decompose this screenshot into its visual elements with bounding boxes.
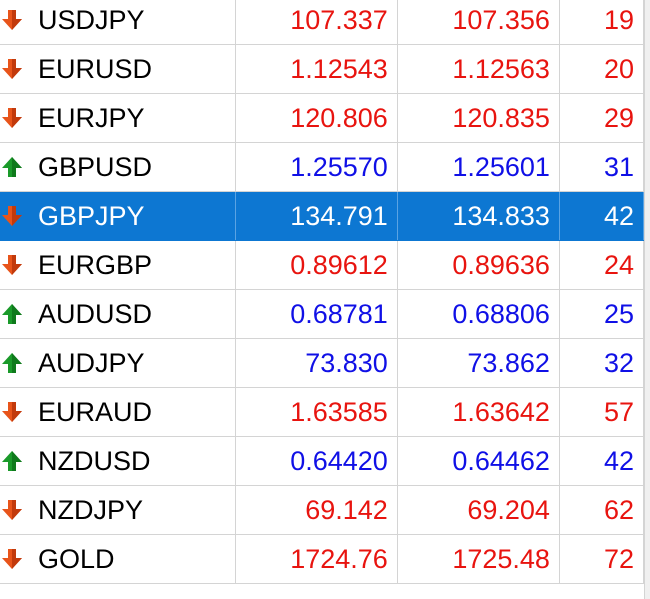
symbol-cell[interactable]: EURUSD	[0, 44, 236, 94]
quote-row-gbpjpy[interactable]: GBPJPY 134.791 134.833 42	[0, 191, 645, 241]
spread-cell[interactable]: 42	[559, 191, 645, 241]
quote-row-eurgbp[interactable]: EURGBP 0.89612 0.89636 24	[0, 240, 645, 290]
down-arrow-icon	[2, 10, 22, 30]
symbol-cell[interactable]: GOLD	[0, 534, 236, 584]
spread-cell[interactable]: 20	[559, 44, 645, 94]
bid-cell[interactable]: 69.142	[235, 485, 398, 535]
symbol-name: NZDUSD	[38, 446, 151, 476]
symbol-name: EURAUD	[38, 397, 153, 427]
symbol-name: GOLD	[38, 544, 115, 574]
spread-cell[interactable]: 19	[559, 0, 645, 45]
bid-cell[interactable]: 73.830	[235, 338, 398, 388]
quote-row-nzdusd[interactable]: NZDUSD 0.64420 0.64462 42	[0, 436, 645, 486]
symbol-cell[interactable]: EURGBP	[0, 240, 236, 290]
symbol-cell[interactable]: GBPJPY	[0, 191, 236, 241]
symbol-cell[interactable]: AUDJPY	[0, 338, 236, 388]
symbol-cell[interactable]: EURJPY	[0, 93, 236, 143]
bid-cell[interactable]: 1.12543	[235, 44, 398, 94]
symbol-cell[interactable]: AUDUSD	[0, 289, 236, 339]
ask-cell[interactable]: 0.89636	[397, 240, 560, 290]
spread-cell[interactable]: 24	[559, 240, 645, 290]
spread-cell[interactable]: 25	[559, 289, 645, 339]
bid-cell[interactable]: 107.337	[235, 0, 398, 45]
bid-cell[interactable]: 1.63585	[235, 387, 398, 437]
ask-cell[interactable]: 0.64462	[397, 436, 560, 486]
ask-cell[interactable]: 0.68806	[397, 289, 560, 339]
spread-cell[interactable]: 32	[559, 338, 645, 388]
market-watch-table: USDJPY 107.337 107.356 19 EURUSD 1.12543…	[0, 0, 645, 584]
spread-cell[interactable]: 31	[559, 142, 645, 192]
market-watch-rows: USDJPY 107.337 107.356 19 EURUSD 1.12543…	[0, 0, 645, 584]
bid-cell[interactable]: 1.25570	[235, 142, 398, 192]
down-arrow-icon	[2, 500, 22, 520]
down-arrow-icon	[2, 59, 22, 79]
symbol-cell[interactable]: EURAUD	[0, 387, 236, 437]
bid-cell[interactable]: 0.89612	[235, 240, 398, 290]
symbol-name: NZDJPY	[38, 495, 144, 525]
spread-cell[interactable]: 42	[559, 436, 645, 486]
quote-row-eurjpy[interactable]: EURJPY 120.806 120.835 29	[0, 93, 645, 143]
spread-cell[interactable]: 62	[559, 485, 645, 535]
ask-cell[interactable]: 1.12563	[397, 44, 560, 94]
symbol-name: EURUSD	[38, 54, 153, 84]
ask-cell[interactable]: 1.25601	[397, 142, 560, 192]
bid-cell[interactable]: 120.806	[235, 93, 398, 143]
symbol-cell[interactable]: NZDUSD	[0, 436, 236, 486]
down-arrow-icon	[2, 108, 22, 128]
spread-cell[interactable]: 57	[559, 387, 645, 437]
quote-row-euraud[interactable]: EURAUD 1.63585 1.63642 57	[0, 387, 645, 437]
symbol-cell[interactable]: USDJPY	[0, 0, 236, 45]
quote-row-usdjpy[interactable]: USDJPY 107.337 107.356 19	[0, 0, 645, 45]
down-arrow-icon	[2, 206, 22, 226]
ask-cell[interactable]: 73.862	[397, 338, 560, 388]
quote-row-gbpusd[interactable]: GBPUSD 1.25570 1.25601 31	[0, 142, 645, 192]
spread-cell[interactable]: 72	[559, 534, 645, 584]
vertical-scrollbar[interactable]	[644, 0, 650, 599]
spread-cell[interactable]: 29	[559, 93, 645, 143]
bid-cell[interactable]: 134.791	[235, 191, 398, 241]
ask-cell[interactable]: 69.204	[397, 485, 560, 535]
quote-row-gold[interactable]: GOLD 1724.76 1725.48 72	[0, 534, 645, 584]
quote-row-audjpy[interactable]: AUDJPY 73.830 73.862 32	[0, 338, 645, 388]
symbol-name: AUDJPY	[38, 348, 145, 378]
symbol-name: AUDUSD	[38, 299, 153, 329]
symbol-name: EURGBP	[38, 250, 153, 280]
ask-cell[interactable]: 1.63642	[397, 387, 560, 437]
bid-cell[interactable]: 0.64420	[235, 436, 398, 486]
up-arrow-icon	[2, 353, 22, 373]
symbol-name: EURJPY	[38, 103, 145, 133]
symbol-name: GBPJPY	[38, 201, 145, 231]
down-arrow-icon	[2, 549, 22, 569]
down-arrow-icon	[2, 402, 22, 422]
up-arrow-icon	[2, 304, 22, 324]
ask-cell[interactable]: 134.833	[397, 191, 560, 241]
bid-cell[interactable]: 0.68781	[235, 289, 398, 339]
ask-cell[interactable]: 107.356	[397, 0, 560, 45]
symbol-name: USDJPY	[38, 5, 145, 35]
quote-row-eurusd[interactable]: EURUSD 1.12543 1.12563 20	[0, 44, 645, 94]
up-arrow-icon	[2, 157, 22, 177]
quote-row-audusd[interactable]: AUDUSD 0.68781 0.68806 25	[0, 289, 645, 339]
symbol-name: GBPUSD	[38, 152, 153, 182]
bid-cell[interactable]: 1724.76	[235, 534, 398, 584]
symbol-cell[interactable]: GBPUSD	[0, 142, 236, 192]
ask-cell[interactable]: 120.835	[397, 93, 560, 143]
ask-cell[interactable]: 1725.48	[397, 534, 560, 584]
up-arrow-icon	[2, 451, 22, 471]
down-arrow-icon	[2, 255, 22, 275]
quote-row-nzdjpy[interactable]: NZDJPY 69.142 69.204 62	[0, 485, 645, 535]
symbol-cell[interactable]: NZDJPY	[0, 485, 236, 535]
